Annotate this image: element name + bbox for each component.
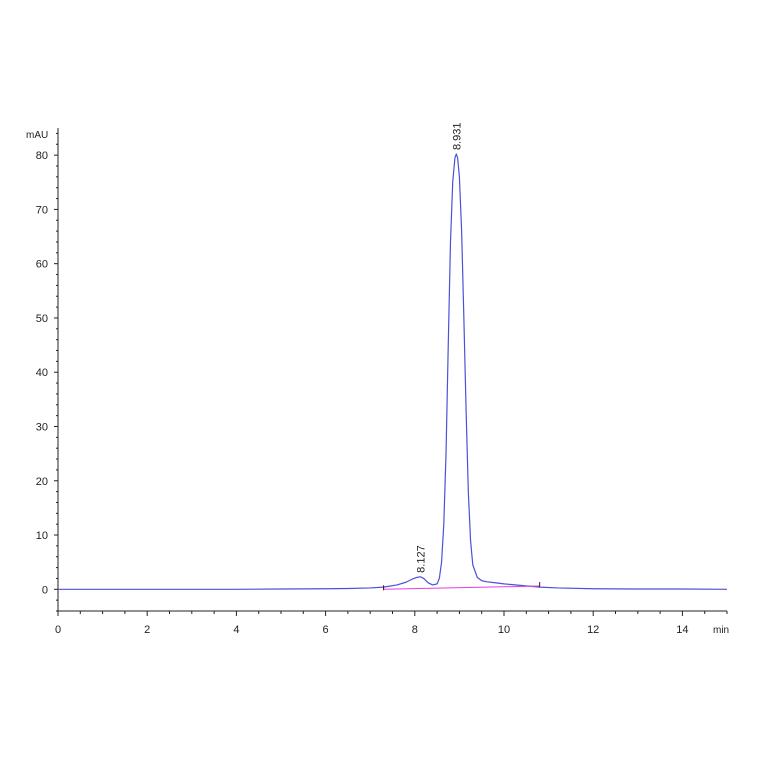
peak-label: 8.931 (451, 123, 463, 151)
x-tick-label: 12 (587, 624, 599, 636)
signal-trace (58, 153, 728, 590)
y-tick-label: 40 (36, 367, 48, 379)
x-tick-label: 4 (233, 624, 239, 636)
axes-group: 0 10 20 30 40 50 60 70 80 mAU 0 2 4 6 8 10 12 14 min (26, 128, 729, 636)
y-tick-label: 20 (36, 476, 48, 488)
series-group (58, 153, 728, 591)
baseline-trace (383, 585, 540, 590)
x-tick-label: 2 (144, 624, 150, 636)
y-tick-label: 80 (36, 150, 48, 162)
x-unit-label: min (713, 625, 729, 636)
y-tick-label: 70 (36, 204, 48, 216)
y-tick-label: 60 (36, 259, 48, 271)
y-tick-label: 30 (36, 421, 48, 433)
x-tick-label: 14 (676, 624, 688, 636)
x-tick-label: 6 (323, 624, 329, 636)
x-tick-label: 8 (412, 624, 418, 636)
x-tick-label: 10 (498, 624, 510, 636)
peak-label: 8.127 (415, 545, 427, 573)
x-tick-label: 0 (55, 624, 61, 636)
y-tick-label: 50 (36, 313, 48, 325)
annotations-group: 8.127 8.931 (415, 123, 463, 573)
y-tick-label: 10 (36, 530, 48, 542)
y-tick-label: 0 (42, 584, 48, 596)
y-unit-label: mAU (26, 130, 48, 141)
